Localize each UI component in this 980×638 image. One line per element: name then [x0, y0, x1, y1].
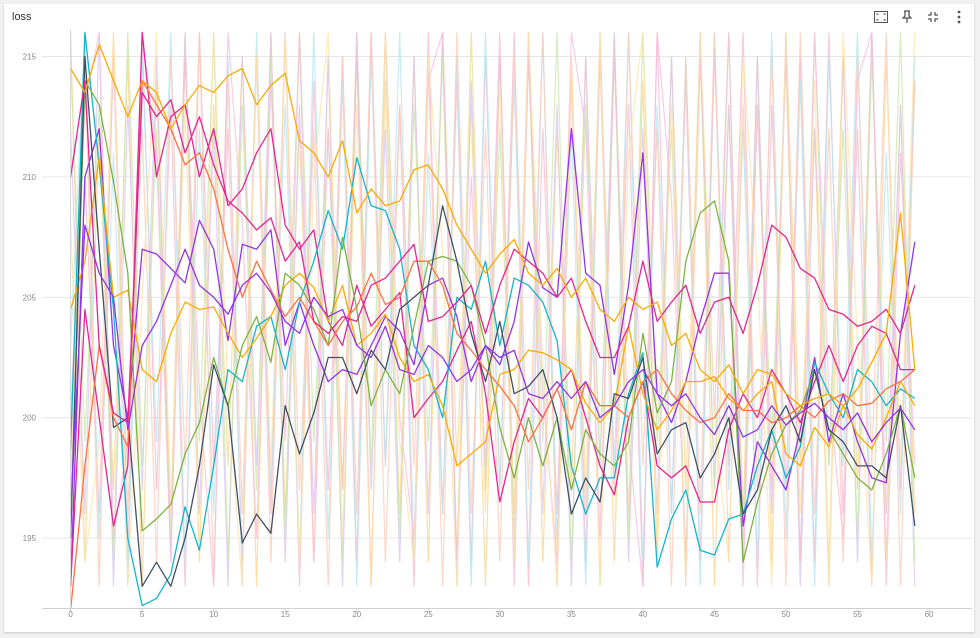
x-tick-label: 30 [495, 610, 504, 619]
x-tick-label: 50 [782, 610, 791, 619]
fit-domain-icon [928, 12, 938, 22]
x-tick-label: 60 [925, 610, 934, 619]
x-tick-label: 10 [209, 610, 218, 619]
faint-series-line [70, 32, 916, 587]
x-tick-label: 35 [567, 610, 576, 619]
series-line [70, 43, 916, 407]
faint-series-line [70, 32, 916, 587]
x-tick-label: 40 [638, 610, 647, 619]
x-tick-label: 20 [352, 610, 361, 619]
y-tick-label: 195 [23, 534, 37, 543]
faint-series-line [70, 32, 916, 587]
series-line [69, 128, 916, 587]
series-line [70, 79, 916, 608]
x-tick-label: 0 [68, 610, 73, 619]
pin-button[interactable] [898, 8, 916, 26]
y-tick-label: 210 [23, 173, 37, 182]
series-line [69, 224, 916, 515]
fit-domain-button[interactable] [924, 8, 942, 26]
chart-title: loss [12, 11, 32, 23]
y-tick-label: 205 [23, 293, 37, 302]
y-tick-label: 215 [23, 52, 37, 61]
series-line [69, 31, 916, 607]
more-options-button[interactable] [950, 8, 968, 26]
series-line [69, 79, 916, 424]
pin-icon [902, 10, 912, 23]
x-tick-label: 45 [710, 610, 719, 619]
x-tick-label: 55 [853, 610, 862, 619]
faint-series-group [70, 32, 916, 587]
series-group [69, 31, 916, 608]
x-tick-label: 25 [424, 610, 433, 619]
series-line [69, 31, 915, 587]
series-line [69, 156, 916, 467]
x-tick-label: 15 [281, 610, 290, 619]
chart-axes: 195 200 205 210 215 0 5 10 15 20 25 30 35 40 45 50 55 60 [23, 30, 972, 619]
y-tick-label: 200 [23, 414, 37, 423]
more-vert-icon [957, 10, 961, 24]
chart-toolbar [872, 8, 968, 26]
fullscreen-button[interactable] [872, 8, 890, 26]
series-line [69, 79, 916, 563]
x-tick-label: 5 [140, 610, 145, 619]
fullscreen-icon [874, 11, 888, 23]
